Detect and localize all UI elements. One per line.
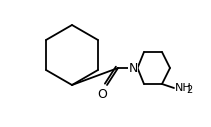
Text: NH: NH: [175, 83, 192, 93]
Text: O: O: [97, 88, 107, 100]
Text: N: N: [128, 61, 138, 75]
Text: 2: 2: [186, 85, 192, 95]
